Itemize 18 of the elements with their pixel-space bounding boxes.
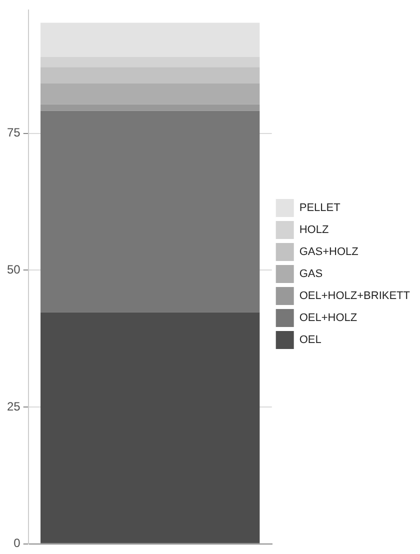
y-tick-label: 0 [14,536,21,550]
bar [40,104,260,111]
legend-label: OEL+HOLZ [299,312,358,324]
bar [40,22,260,57]
legend-label: GAS+HOLZ [299,246,359,258]
legend-label: HOLZ [299,224,329,236]
y-tick-label: 75 [6,126,21,140]
legend-label: OEL+HOLZ+BRIKETT [299,290,410,302]
legend-label: GAS [299,268,323,280]
bar [40,56,260,68]
y-tick-label: 25 [6,399,21,414]
bar [40,84,260,104]
legend-label: PELLET [299,202,341,214]
bar [40,312,260,544]
bar [40,110,260,312]
bar [40,67,260,84]
legend-label: OEL [299,334,322,346]
y-tick-label: 50 [6,262,21,276]
